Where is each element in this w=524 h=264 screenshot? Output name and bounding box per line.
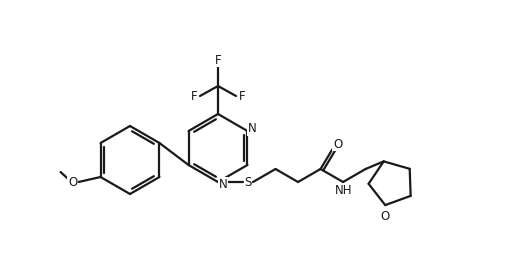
Text: O: O xyxy=(333,138,342,150)
Text: NH: NH xyxy=(335,184,353,197)
Text: F: F xyxy=(191,91,198,103)
Text: N: N xyxy=(248,122,257,135)
Text: F: F xyxy=(239,91,245,103)
Text: N: N xyxy=(219,177,227,191)
Text: F: F xyxy=(215,54,221,67)
Text: O: O xyxy=(380,210,390,223)
Text: S: S xyxy=(244,176,252,188)
Text: O: O xyxy=(68,176,77,188)
